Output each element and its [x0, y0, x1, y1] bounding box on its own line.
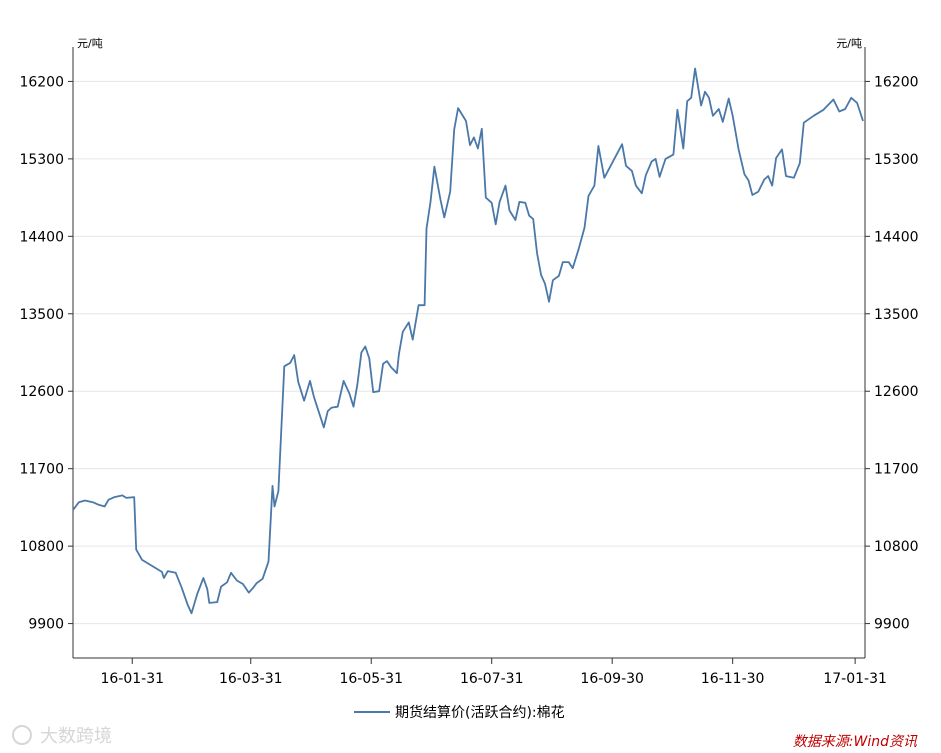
y-tick-label-left: 12600	[19, 384, 64, 400]
source-note: 数据来源:Wind资讯	[793, 734, 918, 750]
y-tick-label-left: 13500	[19, 307, 64, 323]
y-tick-label-right: 15300	[874, 152, 919, 168]
series-line	[72, 67, 864, 615]
y-tick-label-right: 12600	[874, 384, 919, 400]
y-tick-label-right: 11700	[874, 462, 919, 478]
y-tick-label-left: 10800	[19, 539, 64, 555]
series-layer	[72, 67, 864, 615]
y-tick-label-left: 15300	[19, 152, 64, 168]
x-tick-label: 16-11-30	[701, 671, 765, 687]
y-tick-label-left: 16200	[19, 74, 64, 90]
x-tick-label: 16-09-30	[580, 671, 644, 687]
y-tick-label-right: 14400	[874, 229, 919, 245]
y-ticks: 9900 9900 10800 10800 11700 11700 12600 12600 13…	[19, 74, 918, 632]
watermark-text: 大数跨境	[40, 726, 112, 747]
legend: 期货结算价(活跃合约):棉花	[354, 704, 565, 721]
x-tick-label: 16-05-31	[339, 671, 403, 687]
watermark-logo-icon	[12, 725, 32, 745]
y-tick-label-right: 13500	[874, 307, 919, 323]
gridlines	[73, 80, 865, 625]
y-tick-label-left: 14400	[19, 229, 64, 245]
unit-label-left: 元/吨	[77, 37, 103, 50]
y-tick-label-left: 9900	[28, 617, 64, 633]
y-tick-label-right: 10800	[874, 539, 919, 555]
x-tick-label: 17-01-31	[823, 671, 887, 687]
x-ticks: 16-01-31 16-03-31 16-05-31 16-07-31 16-09-30…	[100, 658, 887, 687]
x-tick-label: 16-07-31	[460, 671, 524, 687]
y-tick-label-right: 16200	[874, 74, 919, 90]
y-tick-label-right: 9900	[874, 617, 910, 633]
watermark: 大数跨境	[12, 725, 112, 747]
unit-label-right: 元/吨	[836, 37, 862, 50]
x-tick-label: 16-03-31	[219, 671, 283, 687]
y-tick-label-left: 11700	[19, 462, 64, 478]
legend-label: 期货结算价(活跃合约):棉花	[395, 704, 565, 721]
x-tick-label: 16-01-31	[100, 671, 164, 687]
